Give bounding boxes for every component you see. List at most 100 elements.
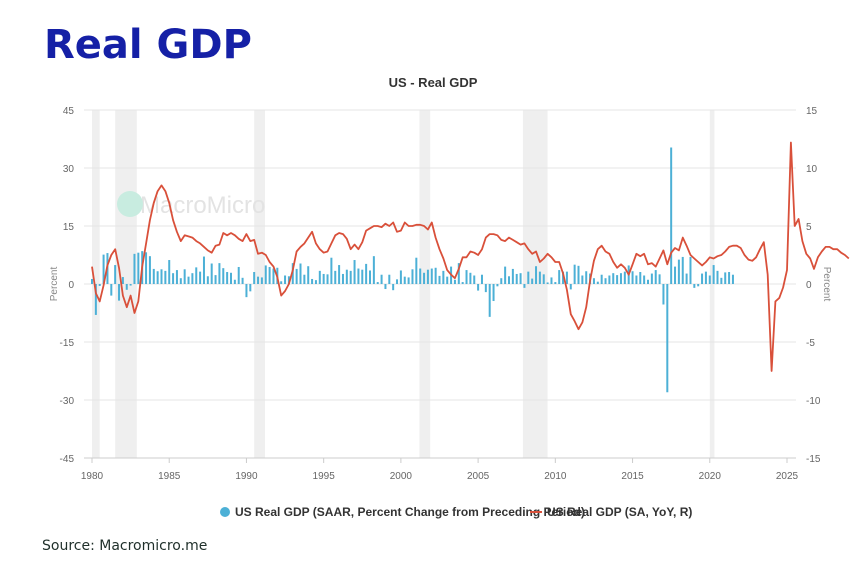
bar [172,273,175,284]
bar [233,279,236,284]
legend-item-bars[interactable]: US Real GDP (SAAR, Percent Change from P… [220,505,585,519]
y-axis-right-label: Percent [821,267,832,302]
bar [202,256,205,284]
legend-label-line: US Real GDP (SA, YoY, R) [547,505,692,519]
bar [697,284,700,287]
bar [519,273,522,284]
bar [457,263,460,284]
line-series [91,141,850,372]
x-tick-label: 2020 [699,471,722,482]
bar [619,273,622,284]
x-tick-label: 1995 [313,471,336,482]
bar [206,276,209,284]
bar [650,273,653,284]
bar [257,276,260,284]
bar [643,275,646,284]
bar [674,266,677,284]
bar [272,268,275,284]
bar [376,282,379,284]
bar [152,268,155,284]
bar [330,257,333,284]
bar [145,252,148,284]
bar [434,267,437,284]
legend-item-line[interactable]: US Real GDP (SA, YoY, R) [530,505,692,519]
bar [562,271,565,284]
bar [608,275,611,284]
bar [287,276,290,284]
bar [365,263,368,284]
bar-series [91,147,734,393]
bar [183,269,186,284]
bar [210,263,213,284]
bar [446,276,449,284]
y-left-tick-label: -30 [60,396,75,407]
bar [114,265,117,284]
bar [345,269,348,284]
bar [121,277,124,284]
bar [322,273,325,284]
bar [249,284,252,292]
bar [565,271,568,284]
bar [511,268,514,284]
bar [260,277,263,284]
bar [237,266,240,284]
bar [704,271,707,284]
bar [473,275,476,284]
bar [708,275,711,284]
bar [102,254,105,284]
y-left-tick-label: 15 [63,222,75,233]
bar [399,270,402,284]
bar [600,274,603,284]
y-right-tick-label: 10 [806,164,818,175]
axes: 45 15 30 10 15 5 0 0 -15 -5 -30 -10 -45 -15 1980 1985 19… [60,106,821,482]
x-tick-label: 2015 [621,471,644,482]
bar [577,265,580,284]
x-tick-label: 2005 [467,471,490,482]
bar [187,276,190,284]
bar [716,270,719,284]
source-note: Source: Macromicro.me [42,538,208,554]
bar [546,282,549,284]
x-tick-label: 2025 [776,471,799,482]
bar [179,278,182,284]
bar [411,269,414,284]
bar [654,270,657,284]
bar [523,284,526,288]
bar [670,147,673,284]
bar [573,264,576,284]
bar [658,274,661,284]
watermark-logo-icon [117,191,143,217]
bar [214,275,217,284]
bar [307,266,310,284]
bar [291,263,294,284]
bar [226,272,229,284]
bar [334,270,337,284]
bar [604,278,607,284]
y-left-tick-label: -15 [60,338,75,349]
bar [303,274,306,284]
bar [91,278,93,284]
bar [488,284,491,317]
bar [129,284,132,286]
bar [110,284,113,296]
bar [361,269,364,284]
y-left-tick-label: 45 [63,106,75,117]
chart-title: US - Real GDP [389,75,478,90]
bar [585,271,588,284]
bar [156,271,159,284]
bar [720,277,723,284]
bar [326,274,329,284]
bar [712,265,715,284]
bar [419,268,422,284]
bar [191,273,194,284]
bar [280,281,283,284]
bar [542,274,545,284]
bar [731,274,734,284]
bar [484,284,487,293]
bar [264,265,267,284]
bar [403,276,406,284]
legend: US Real GDP (SAAR, Percent Change from P… [220,505,692,519]
bar [118,284,121,301]
bar [635,275,638,284]
y-axis-left-label: Percent [49,267,60,302]
